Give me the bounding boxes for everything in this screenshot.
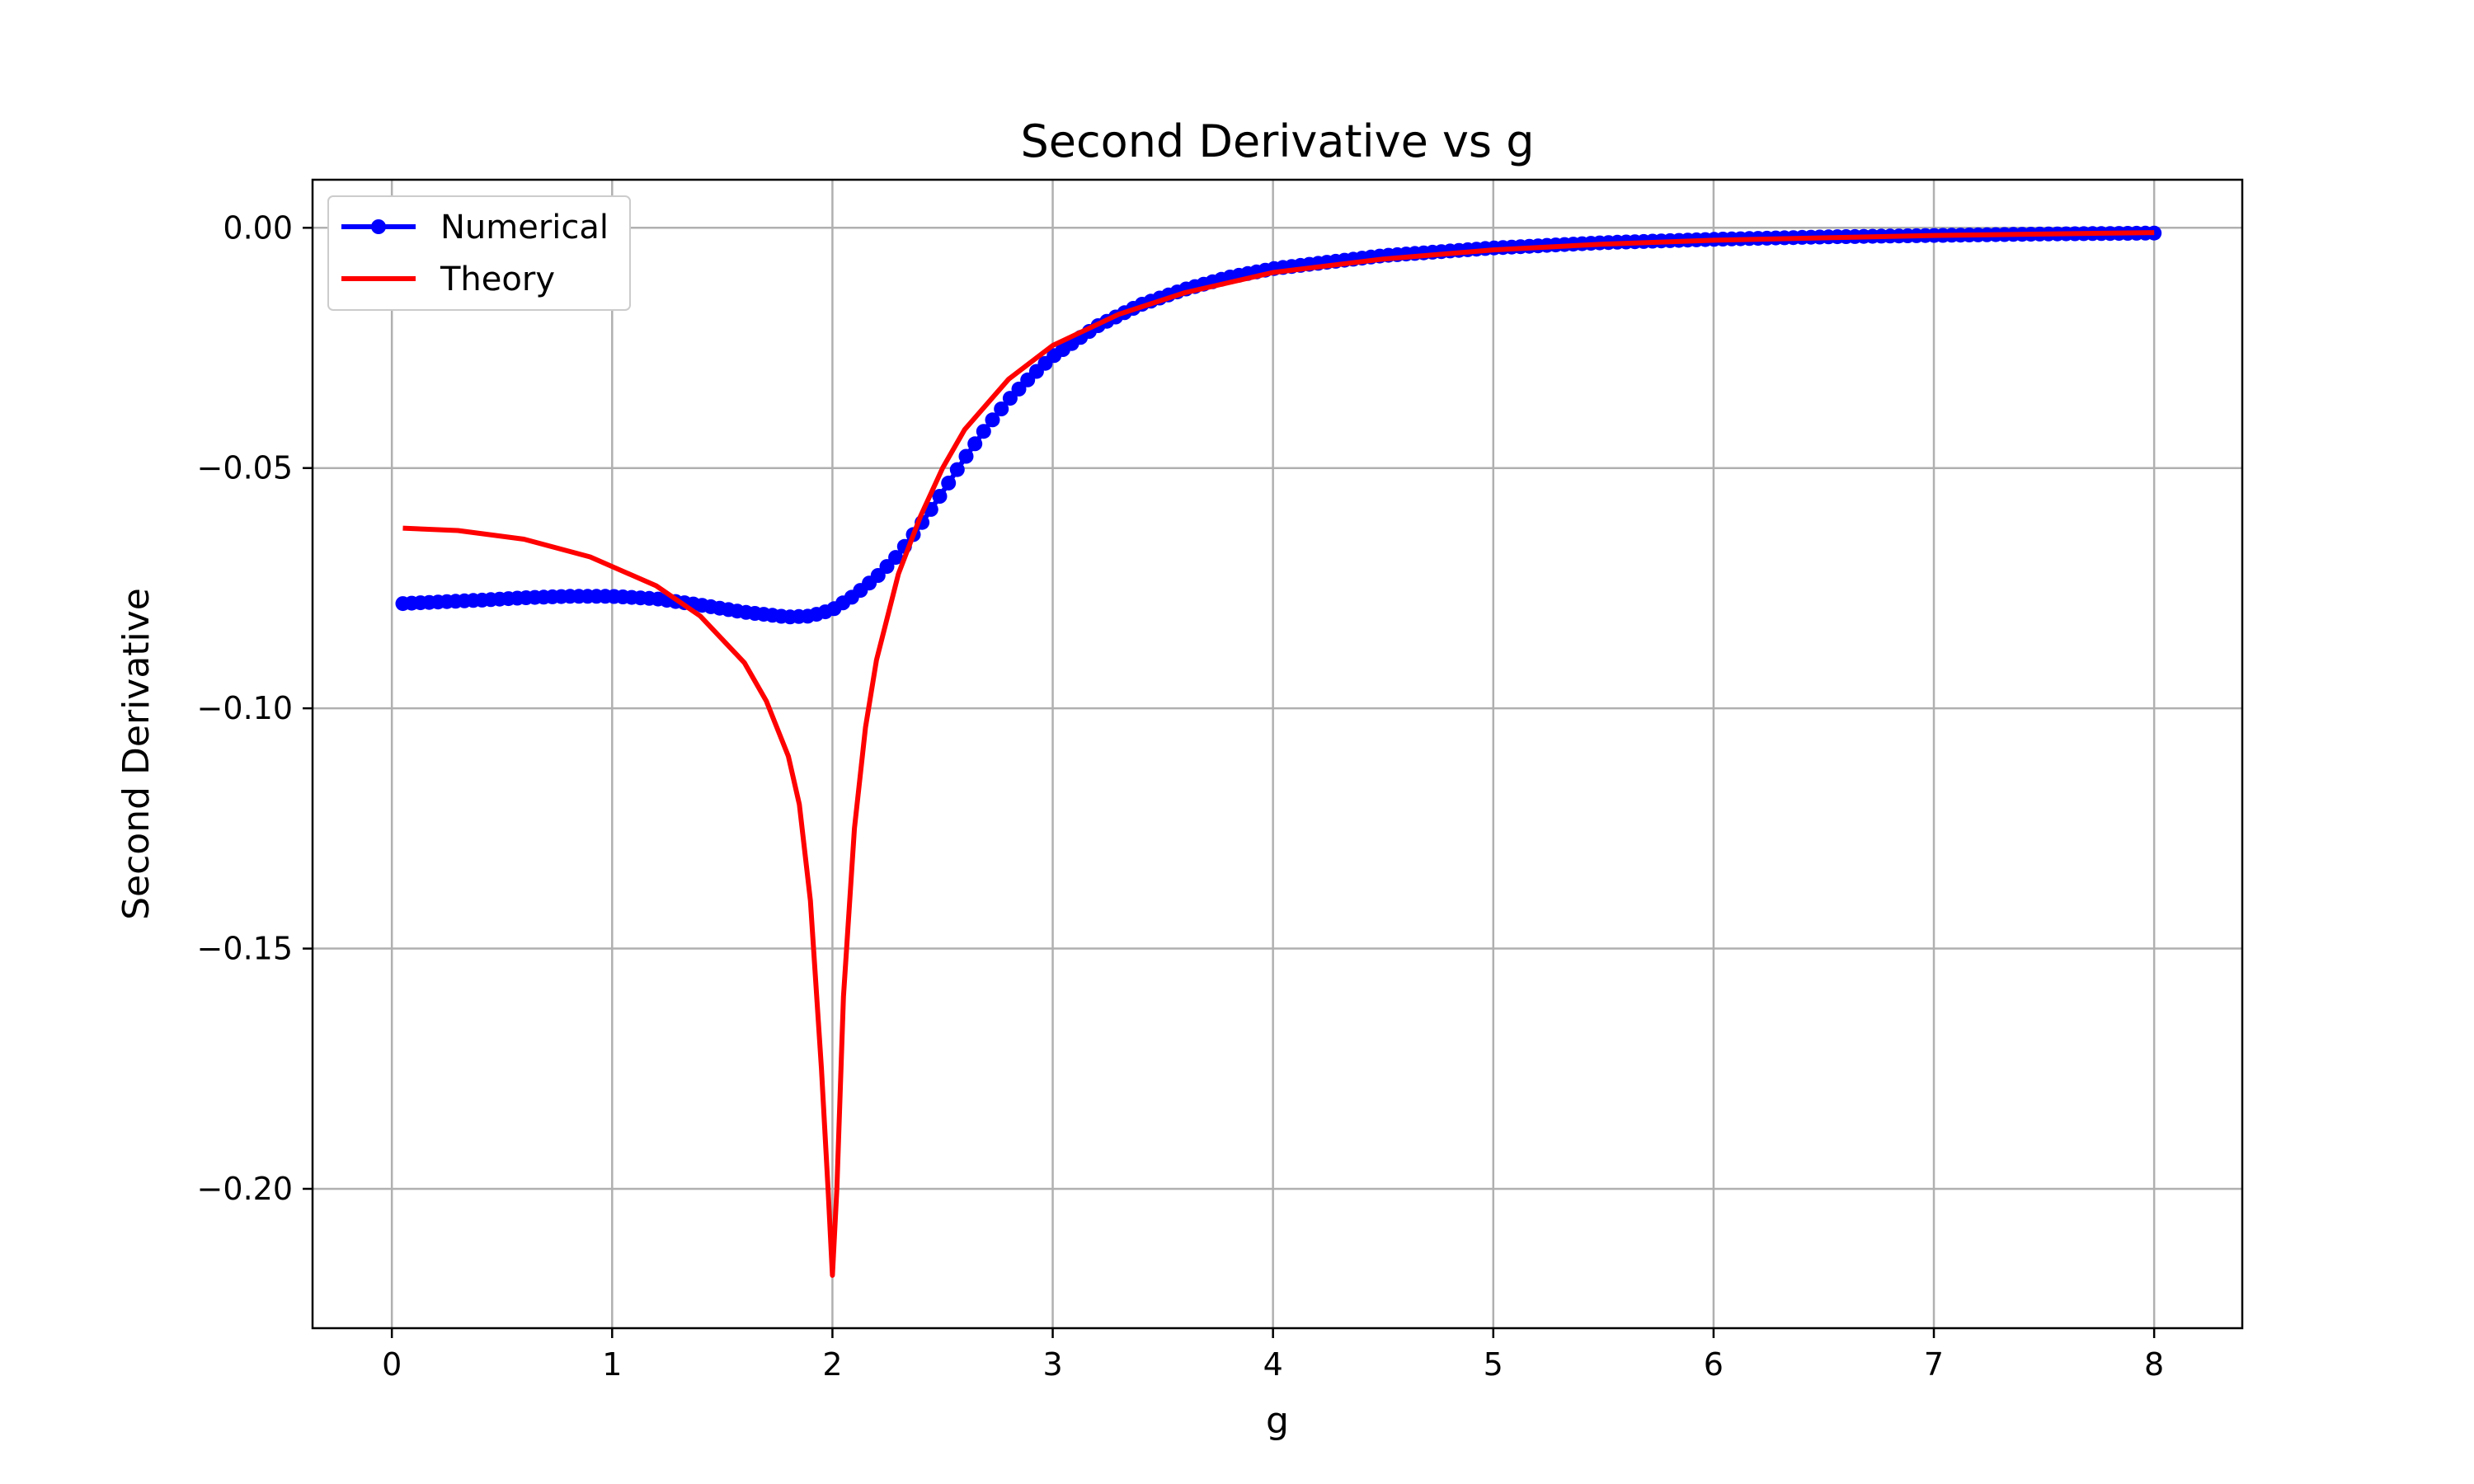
x-tick-label: 0 xyxy=(382,1346,402,1383)
legend-label-numerical: Numerical xyxy=(440,209,609,247)
x-tick-label: 3 xyxy=(1042,1346,1062,1383)
series-marker-numerical xyxy=(949,462,965,477)
series-marker-numerical xyxy=(1011,381,1027,397)
x-tick-label: 2 xyxy=(822,1346,842,1383)
series-marker-numerical xyxy=(985,412,1000,428)
plot-area xyxy=(395,225,2162,1278)
series-marker-numerical xyxy=(932,489,948,504)
x-tick-label: 7 xyxy=(1924,1346,1944,1383)
series-marker-numerical xyxy=(976,424,991,439)
x-tick-label: 4 xyxy=(1263,1346,1283,1383)
y-axis-label: Second Derivative xyxy=(115,588,158,920)
legend-label-theory: Theory xyxy=(440,261,555,298)
legend: Numerical Theory xyxy=(327,195,631,311)
y-tick-label: −0.20 xyxy=(197,1171,293,1207)
x-tick-label: 5 xyxy=(1484,1346,1503,1383)
y-tick-label: −0.15 xyxy=(197,931,293,967)
series-marker-numerical xyxy=(967,436,983,452)
x-axis-label: g xyxy=(1266,1400,1289,1442)
y-tick-label: −0.10 xyxy=(197,690,293,726)
series-marker-numerical xyxy=(1002,391,1018,406)
series-marker-numerical xyxy=(994,402,1009,416)
series-marker-numerical xyxy=(941,475,957,491)
x-tick-label: 8 xyxy=(2144,1346,2164,1383)
series-line-theory xyxy=(402,230,2155,1278)
grid-lines xyxy=(313,180,2242,1328)
series-marker-numerical xyxy=(888,550,904,566)
series-marker-numerical xyxy=(958,448,974,464)
y-tick-label: −0.05 xyxy=(197,450,293,486)
x-tick-label: 6 xyxy=(1704,1346,1724,1383)
y-tick-label: 0.00 xyxy=(223,209,293,246)
axis-ticks: 0 1 2 3 4 5 6 7 8 0.00 −0.05 −0.10 −0.15 −0.20 xyxy=(197,209,2165,1383)
x-tick-label: 1 xyxy=(602,1346,622,1383)
chart-title: Second Derivative vs g xyxy=(1020,115,1534,167)
legend-marker-numerical xyxy=(371,219,386,234)
axes-frame xyxy=(311,178,2244,1330)
